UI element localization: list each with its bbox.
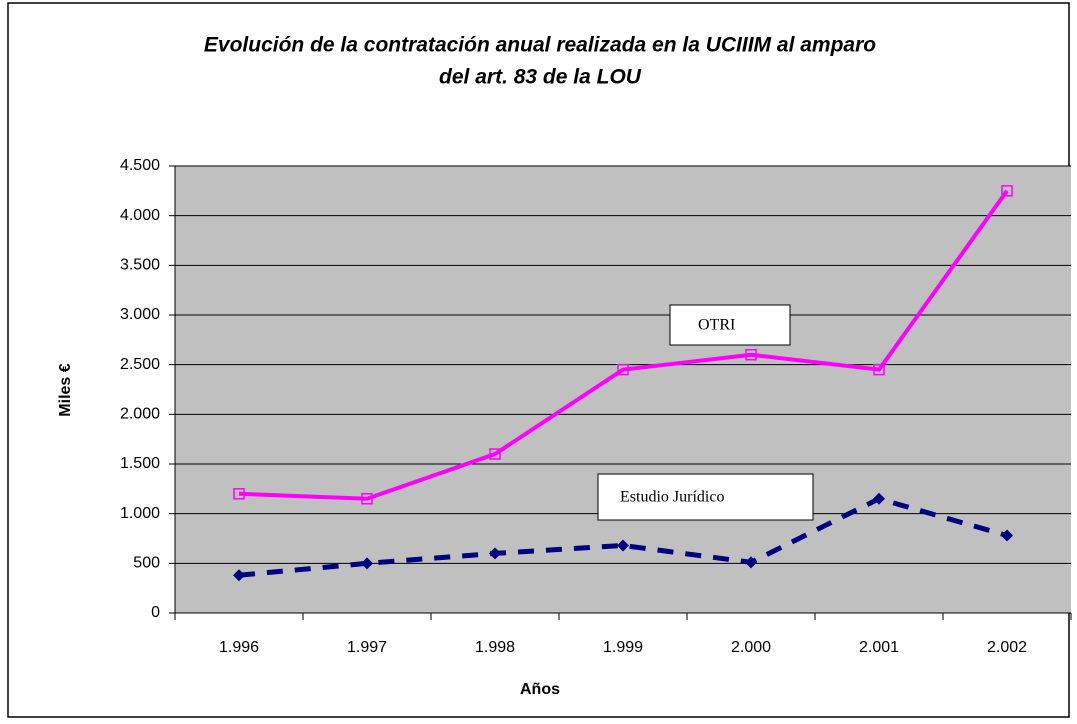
chart-title: del art. 83 de la LOU <box>439 66 642 89</box>
y-tick-label: 3.500 <box>120 257 160 274</box>
y-tick-label: 0 <box>151 604 160 621</box>
x-tick-label: 1.997 <box>347 639 387 656</box>
y-tick-label: 1.000 <box>120 505 160 522</box>
marker <box>489 547 501 560</box>
marker <box>873 492 885 505</box>
marker <box>489 448 501 460</box>
series-line <box>238 189 1009 501</box>
marker <box>617 363 629 376</box>
series-label: Estudio Jurídico <box>620 489 724 506</box>
x-tick-label: 2.001 <box>859 639 899 656</box>
series-label-box <box>669 304 791 346</box>
x-tick-label: 1.999 <box>603 639 643 656</box>
marker <box>1001 529 1013 542</box>
marker <box>233 569 245 582</box>
x-tick-label: 1.998 <box>475 639 515 656</box>
y-tick-label: 1.500 <box>120 455 160 472</box>
y-tick-label: 2.500 <box>120 356 160 373</box>
marker <box>617 539 629 552</box>
y-axis-label: Miles € <box>57 363 74 416</box>
marker <box>361 493 373 505</box>
chart-title: Evolución de la contratación anual reali… <box>204 34 876 57</box>
y-tick-label: 4.500 <box>120 157 160 174</box>
plot-area <box>175 166 1071 613</box>
marker <box>873 363 885 376</box>
y-tick-label: 500 <box>133 555 160 572</box>
series-label: OTRI <box>698 317 735 334</box>
marker <box>745 556 757 569</box>
y-tick-label: 3.000 <box>120 306 160 323</box>
marker <box>745 348 757 361</box>
y-tick-label: 2.000 <box>120 406 160 423</box>
marker <box>233 488 245 500</box>
series-label-box <box>597 473 814 521</box>
marker <box>1001 185 1013 197</box>
x-tick-label: 2.000 <box>731 639 771 656</box>
x-tick-label: 1.996 <box>219 639 259 656</box>
x-axis-label: Años <box>520 681 560 698</box>
y-tick-label: 4.000 <box>120 207 160 224</box>
x-tick-label: 2.002 <box>987 639 1027 656</box>
marker <box>361 557 373 570</box>
